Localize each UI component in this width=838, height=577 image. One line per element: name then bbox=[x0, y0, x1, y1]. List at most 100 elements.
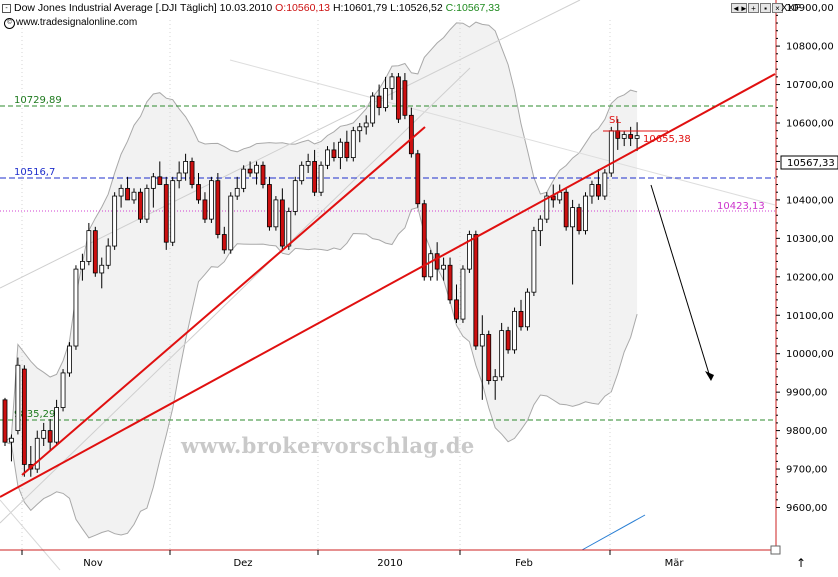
scroll-up-icon: ↑ bbox=[796, 556, 806, 570]
candle-body bbox=[531, 230, 537, 293]
candle-body bbox=[596, 184, 601, 197]
last-price-label: 10567,33 bbox=[787, 158, 835, 169]
grey-trend-line-3 bbox=[229, 59, 776, 206]
sl-value: 10655,38 bbox=[643, 134, 691, 145]
ohlc-low: L:10526,52 bbox=[390, 2, 443, 14]
candle bbox=[170, 176, 176, 247]
candle bbox=[176, 161, 182, 189]
candle-body bbox=[370, 95, 376, 124]
candle-body bbox=[73, 268, 79, 347]
candle bbox=[273, 196, 279, 231]
nav-arrows-button[interactable]: ◄► bbox=[731, 3, 748, 13]
candle bbox=[2, 397, 8, 446]
candle bbox=[544, 192, 550, 223]
candle-body bbox=[202, 199, 208, 220]
candle-body bbox=[163, 184, 169, 243]
bollinger-lower-line bbox=[4, 206, 638, 539]
candle-body bbox=[537, 218, 543, 232]
candle-body bbox=[408, 114, 414, 155]
close-button[interactable]: × bbox=[772, 3, 783, 13]
chart-collapse-icon[interactable]: - bbox=[2, 3, 11, 13]
candle bbox=[570, 199, 575, 285]
candle-body bbox=[402, 80, 408, 116]
y-tick-label: 10800,00 bbox=[786, 42, 834, 53]
candle-body bbox=[150, 176, 156, 189]
candle-body bbox=[208, 180, 214, 220]
candle bbox=[428, 249, 434, 281]
candle-body bbox=[460, 268, 466, 320]
restore-button[interactable]: ▪ bbox=[760, 3, 771, 13]
resize-corner bbox=[770, 545, 781, 555]
candle bbox=[112, 192, 118, 250]
candle bbox=[583, 192, 588, 235]
candle-body bbox=[131, 191, 137, 201]
candle bbox=[466, 230, 472, 273]
candle bbox=[118, 184, 124, 208]
x-tick-label: Feb bbox=[515, 558, 533, 569]
candle-body bbox=[544, 195, 550, 220]
candle bbox=[447, 257, 453, 304]
candle bbox=[492, 369, 498, 400]
candle-body bbox=[383, 87, 388, 109]
candle bbox=[589, 180, 595, 204]
price-axis-background bbox=[776, 0, 838, 572]
candle-body bbox=[176, 172, 182, 182]
level-label-10516: 10516,7 bbox=[14, 167, 55, 178]
candle-body bbox=[228, 195, 234, 251]
y-tick-label: 10400,00 bbox=[786, 195, 834, 206]
source-label: www.tradesignalonline.com bbox=[16, 17, 138, 28]
candle-body bbox=[234, 187, 240, 197]
y-tick-label: 10600,00 bbox=[786, 119, 834, 130]
candle-body bbox=[267, 184, 272, 228]
level-label-9835: 9835,29 bbox=[14, 409, 55, 420]
candle-body bbox=[118, 187, 124, 197]
candle-body bbox=[241, 168, 247, 189]
candle-body bbox=[260, 164, 266, 185]
candle-body bbox=[34, 437, 40, 470]
candle bbox=[331, 142, 337, 162]
candle-body bbox=[583, 195, 588, 232]
candle bbox=[92, 226, 98, 277]
candle-body bbox=[337, 141, 343, 159]
candle bbox=[80, 253, 85, 281]
candle-body bbox=[15, 364, 21, 431]
candle-body bbox=[570, 207, 575, 228]
candle-body bbox=[396, 76, 401, 120]
candle bbox=[434, 242, 440, 281]
candle bbox=[408, 107, 414, 158]
candle-body bbox=[247, 168, 253, 174]
candle-body bbox=[254, 164, 259, 174]
bollinger-band-fill bbox=[5, 22, 638, 538]
candle bbox=[34, 430, 40, 473]
candle-body bbox=[344, 141, 350, 159]
candle bbox=[215, 172, 221, 239]
candle bbox=[499, 322, 505, 381]
candle bbox=[305, 153, 311, 173]
candle-body bbox=[621, 134, 627, 139]
candle bbox=[208, 176, 214, 223]
candle-body bbox=[157, 176, 163, 185]
candle bbox=[421, 199, 427, 281]
candle-body bbox=[99, 264, 105, 274]
level-label-10423: 10423,13 bbox=[717, 201, 765, 212]
ohlc-open: O:10560,13 bbox=[275, 2, 331, 14]
candle bbox=[318, 161, 324, 197]
candle-body bbox=[525, 291, 530, 328]
candle-body bbox=[41, 430, 47, 439]
candle-body bbox=[634, 135, 640, 139]
candle bbox=[73, 265, 79, 350]
candle bbox=[183, 153, 189, 181]
candle bbox=[357, 123, 363, 143]
candle-body bbox=[112, 195, 118, 247]
candle bbox=[15, 357, 21, 435]
sl-label: SL bbox=[609, 115, 621, 126]
candle bbox=[505, 326, 511, 354]
candle bbox=[596, 169, 601, 200]
zoom-in-button[interactable]: + bbox=[748, 3, 759, 13]
y-tick-label: 10100,00 bbox=[786, 311, 834, 322]
candle bbox=[512, 307, 517, 354]
candle-body bbox=[454, 299, 459, 320]
candle bbox=[576, 203, 582, 235]
